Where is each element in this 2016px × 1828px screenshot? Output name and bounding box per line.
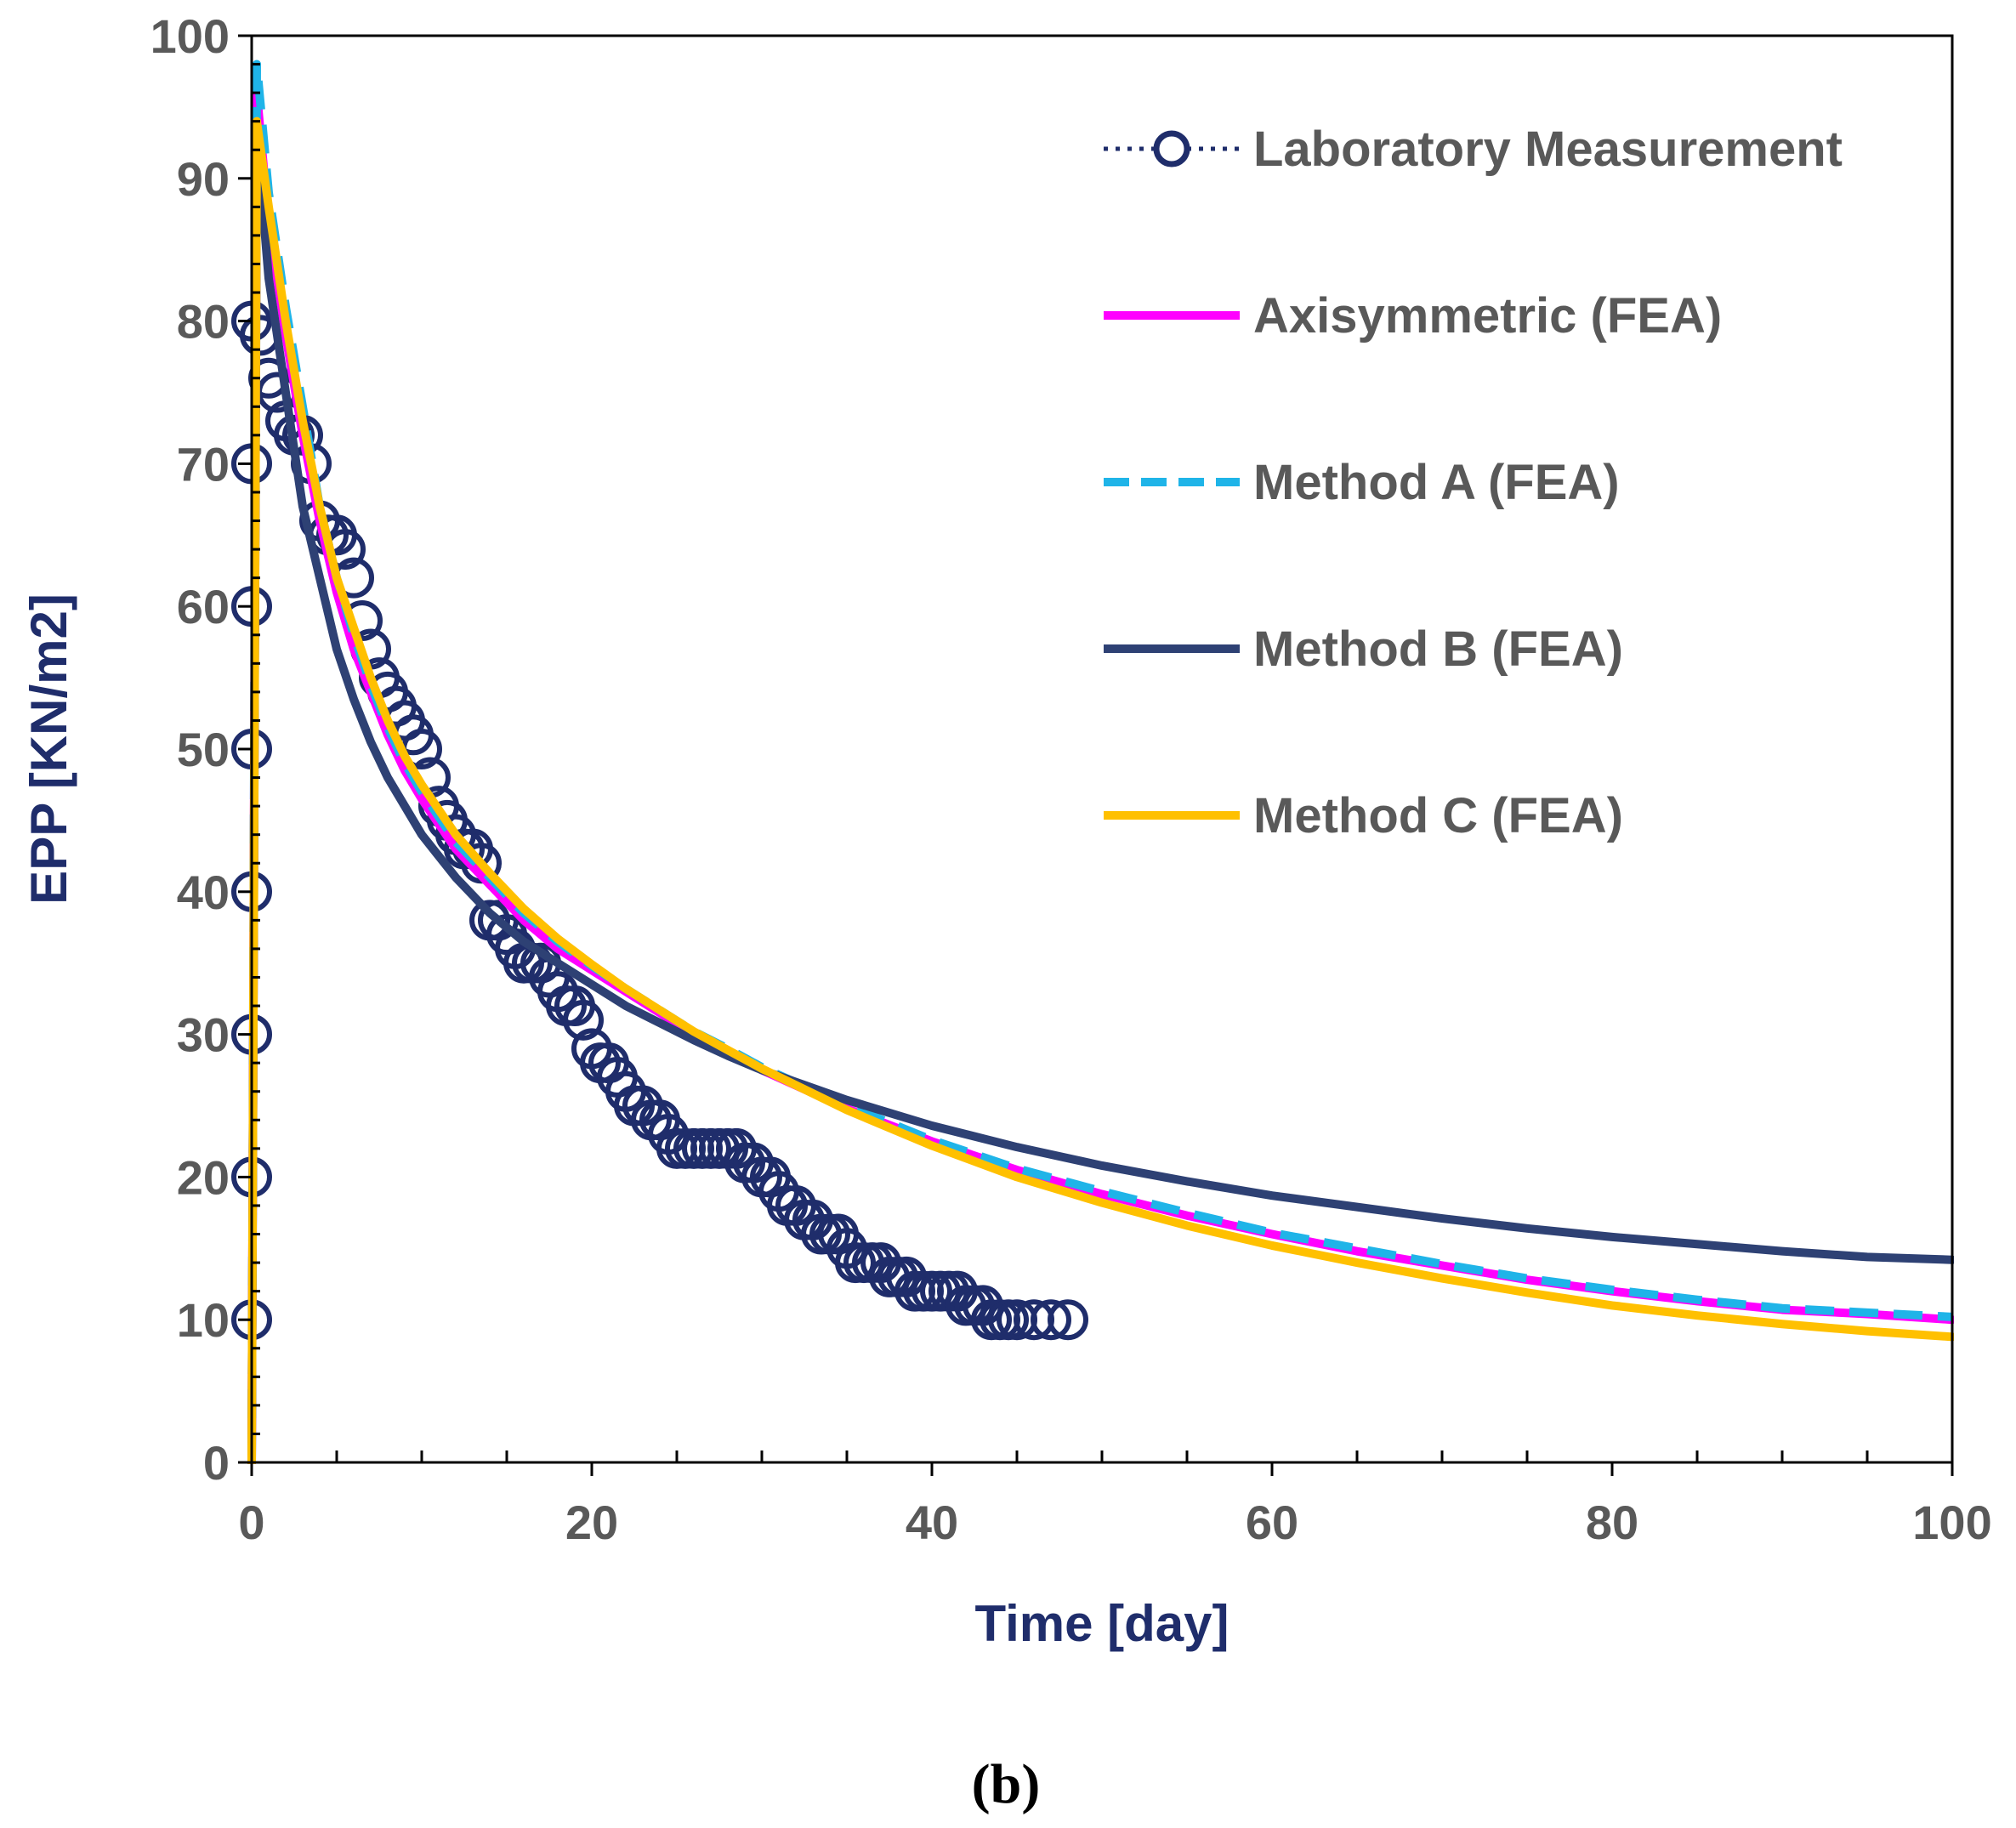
axes: [238, 34, 1954, 1476]
x-tick-label: 80: [1586, 1496, 1638, 1549]
y-tick-label: 10: [177, 1293, 230, 1347]
series-line: [247, 60, 1953, 1463]
series-3: [247, 131, 1954, 1464]
y-tick-label: 20: [177, 1150, 230, 1204]
x-tick-label: 0: [238, 1496, 264, 1549]
tick-labels: 0 10 20 30 40 50 60 70 80 90 100 0 20 40 60 80 100: [150, 9, 1992, 1549]
y-tick-label: 50: [177, 723, 230, 776]
legend-item-4: Method C (FEA): [1104, 788, 1623, 843]
series-4: [247, 116, 1954, 1464]
legend-item-3: Method B (FEA): [1104, 622, 1623, 677]
lab-measurement-point: [563, 999, 604, 1041]
lab-measurement-point: [1048, 1299, 1088, 1341]
x-tick-label: 40: [906, 1496, 958, 1549]
legend-label: Axisymmetric (FEA): [1253, 288, 1722, 343]
y-tick-label: 40: [177, 866, 230, 919]
x-axis-title: Time [day]: [975, 1595, 1229, 1652]
legend-label: Laboratory Measurement: [1253, 122, 1843, 177]
legend: Laboratory Measurement Axisymmetric (FEA)…: [1104, 122, 1843, 843]
legend-item-2: Method A (FEA): [1104, 455, 1620, 510]
x-tick-label: 20: [565, 1496, 618, 1549]
plot-frame: [250, 34, 1954, 1464]
lab-measurement-point: [1031, 1299, 1071, 1341]
x-tick-label: 100: [1912, 1496, 1991, 1549]
y-tick-label: 80: [177, 295, 230, 349]
legend-item-0: Laboratory Measurement: [1104, 122, 1843, 177]
series-0: [231, 300, 1088, 1341]
y-tick-label: 90: [177, 152, 230, 206]
y-tick-label: 100: [150, 9, 230, 63]
series-line: [247, 131, 1954, 1464]
legend-item-1: Axisymmetric (FEA): [1104, 288, 1722, 343]
legend-label: Method C (FEA): [1253, 788, 1623, 843]
figure-caption: (b): [972, 1753, 1041, 1815]
series-2: [247, 60, 1953, 1463]
legend-label: Method B (FEA): [1253, 622, 1623, 677]
x-tick-label: 60: [1246, 1496, 1298, 1549]
series-line: [247, 116, 1954, 1464]
y-tick-label: 70: [177, 437, 230, 491]
y-tick-label: 60: [177, 580, 230, 633]
legend-label: Method A (FEA): [1253, 455, 1620, 510]
legend-marker: [1153, 130, 1190, 167]
y-axis-title: EPP [KN/m2]: [20, 593, 77, 905]
y-tick-label: 0: [203, 1436, 230, 1490]
plot-area: [231, 60, 1954, 1464]
y-tick-label: 30: [177, 1008, 230, 1062]
